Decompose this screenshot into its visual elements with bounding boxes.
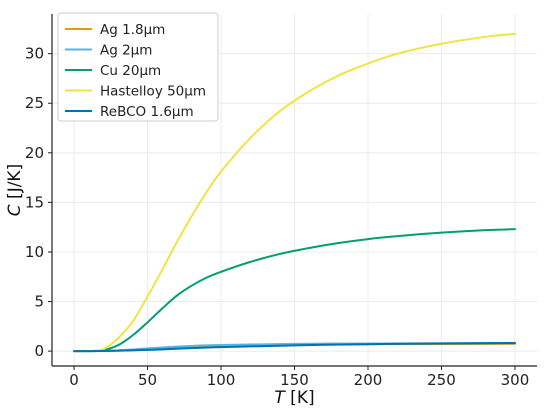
x-tick-label: 300 [501,371,530,389]
series-line [73,342,516,353]
x-tick-label: 0 [69,371,79,389]
series-line [73,32,516,353]
y-tick-label: 30 [25,45,44,63]
y-tick-label: 20 [25,144,44,162]
y-tick-label: 0 [34,342,44,360]
plot-series [73,32,516,353]
x-tick-label: 200 [354,371,383,389]
series-line [73,228,516,353]
legend-box [57,12,219,122]
ticks: 0 50 100 150 200 250 300 0 5 10 15 20 25 30 [25,45,529,389]
legend-label: Ag 2μm [100,43,152,59]
legend-label: ReBCO 1.6μm [100,104,194,120]
y-tick-label: 25 [25,94,44,112]
x-tick-label: 100 [207,371,236,389]
y-axis-label: C [J/K] [5,164,25,216]
legend-label: Ag 1.8μm [100,22,165,38]
legend: Ag 1.8μm Ag 2μm Cu 20μm Hastelloy 50μm ReBCO… [57,12,219,122]
y-tick-label: 10 [25,243,44,261]
legend-label: Cu 20μm [100,63,161,79]
y-tick-label: 5 [34,293,44,311]
x-tick-label: 150 [280,371,309,389]
x-tick-label: 250 [427,371,456,389]
x-axis-label: T [K] [274,388,314,408]
y-tick-label: 15 [25,193,44,211]
grid [52,14,537,366]
legend-label: Hastelloy 50μm [100,84,206,100]
x-tick-label: 50 [138,371,157,389]
